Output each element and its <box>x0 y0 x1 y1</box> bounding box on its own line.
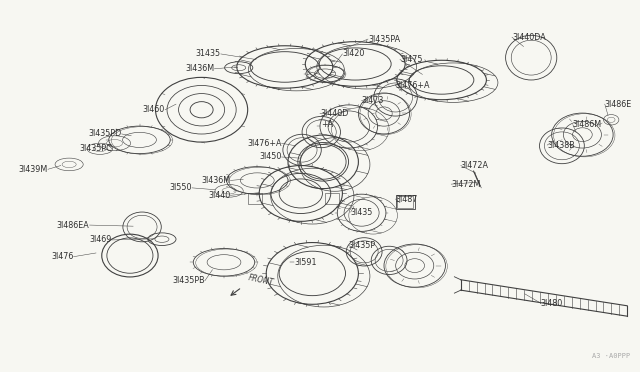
Text: 3l435PA: 3l435PA <box>368 35 400 44</box>
Text: 3l435P: 3l435P <box>349 241 376 250</box>
Text: 3l476+A: 3l476+A <box>396 81 430 90</box>
Text: 3l469: 3l469 <box>90 235 112 244</box>
Text: +A: +A <box>321 120 333 129</box>
Text: 3l435: 3l435 <box>351 208 373 217</box>
Text: A3 ·A0PPP: A3 ·A0PPP <box>592 353 630 359</box>
Text: 3l435PB: 3l435PB <box>172 276 205 285</box>
Text: 3l476: 3l476 <box>51 252 74 261</box>
Text: 3l486EA: 3l486EA <box>57 221 90 230</box>
Text: 3l435PC: 3l435PC <box>79 144 112 153</box>
Text: 3l472M: 3l472M <box>451 180 481 189</box>
Text: 3l440D: 3l440D <box>320 109 348 118</box>
Text: 3l460: 3l460 <box>143 105 165 114</box>
Text: 3l591: 3l591 <box>294 258 317 267</box>
Text: 3l480: 3l480 <box>541 299 563 308</box>
Text: 31435: 31435 <box>196 49 221 58</box>
Text: 3l486M: 3l486M <box>573 120 602 129</box>
Text: 3l420: 3l420 <box>342 49 365 58</box>
Text: 3l436M: 3l436M <box>185 64 214 73</box>
Text: 3l438B: 3l438B <box>547 141 575 150</box>
Text: 3l439M: 3l439M <box>19 165 48 174</box>
Text: 3l473: 3l473 <box>362 96 384 105</box>
Text: 3l436M: 3l436M <box>201 176 230 185</box>
Text: 3l476+A: 3l476+A <box>247 139 282 148</box>
Text: 3l472A: 3l472A <box>461 161 489 170</box>
Text: 3l440DA: 3l440DA <box>512 33 546 42</box>
Text: FRONT: FRONT <box>247 273 275 287</box>
Text: 3l440: 3l440 <box>208 191 230 200</box>
Text: 3l487: 3l487 <box>396 195 418 203</box>
Text: 3l550: 3l550 <box>170 183 192 192</box>
Text: 3l475: 3l475 <box>400 55 422 64</box>
Text: 3l450: 3l450 <box>259 153 282 161</box>
Text: 3l435PD: 3l435PD <box>88 129 122 138</box>
Text: 3l486E: 3l486E <box>605 100 632 109</box>
